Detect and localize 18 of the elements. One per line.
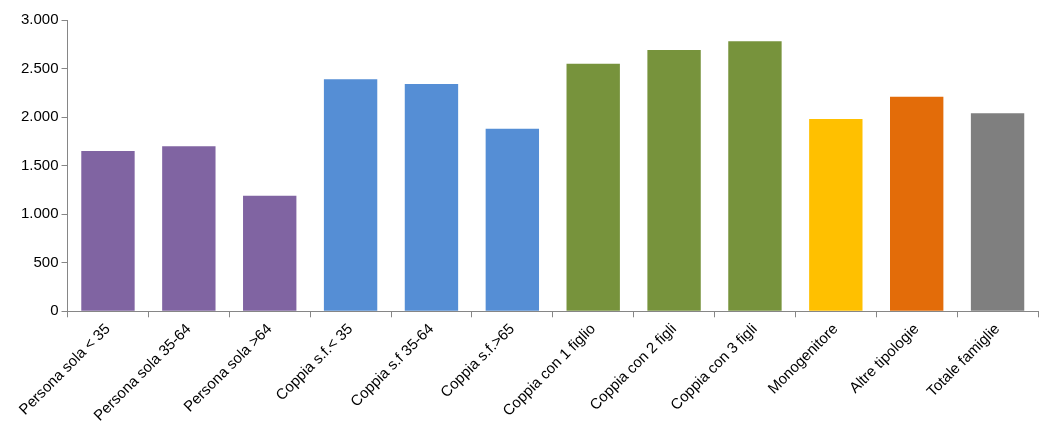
bar	[323, 79, 378, 311]
bar	[162, 146, 216, 311]
y-tick-label: 3.000	[20, 10, 59, 28]
bar	[809, 119, 863, 311]
bar	[485, 128, 540, 311]
y-tick-label: 500	[33, 252, 59, 270]
y-tick-label: 1.500	[20, 155, 59, 173]
y-tick-label: 0	[50, 301, 59, 319]
bar	[890, 96, 944, 311]
bar	[404, 84, 459, 311]
bar	[243, 195, 297, 311]
bar	[81, 151, 135, 311]
y-tick-label: 2.000	[20, 107, 59, 125]
bar	[566, 63, 620, 311]
bar	[647, 50, 701, 311]
y-tick-label: 1.000	[20, 204, 59, 222]
y-tick-label: 2.500	[20, 58, 59, 76]
bar	[728, 41, 782, 311]
